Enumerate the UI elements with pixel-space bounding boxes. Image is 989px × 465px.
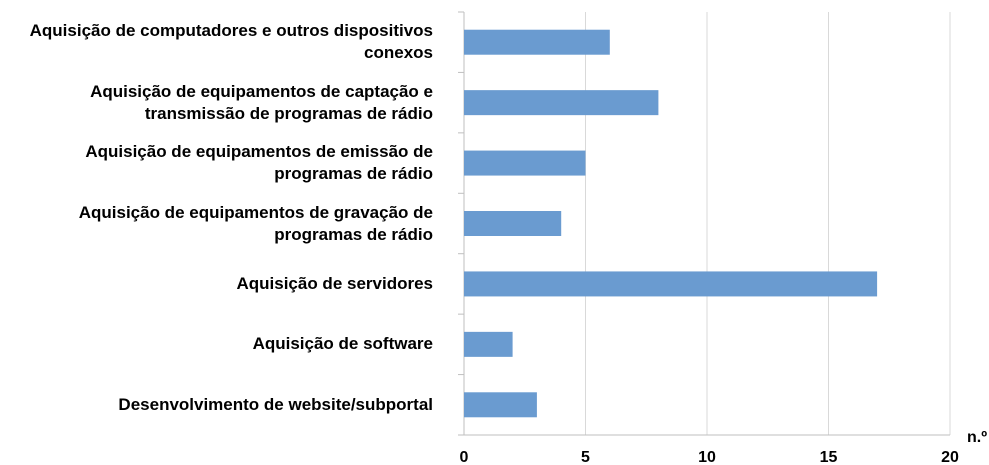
y-tick-label: Aquisição de computadores e outros dispo… <box>29 21 433 63</box>
bar <box>464 150 586 176</box>
x-tick-label: 20 <box>941 449 959 465</box>
x-tick-label: 10 <box>698 449 716 465</box>
bar <box>464 211 562 236</box>
y-tick-label: Aquisição de equipamentos de captação e … <box>90 81 433 123</box>
x-tick-label: 0 <box>460 449 469 465</box>
bar <box>464 271 878 297</box>
bar <box>464 29 610 55</box>
y-tick-label: Aquisição de servidores <box>236 273 433 293</box>
y-tick-label: Desenvolvimento de website/subportal <box>118 394 433 414</box>
y-tick-label: Aquisição de software <box>252 334 433 354</box>
y-tick-label: Aquisição de equipamentos de emissão de … <box>85 142 433 184</box>
x-tick-label: 15 <box>820 449 838 465</box>
y-tick-label: Aquisição de equipamentos de gravação de… <box>78 202 433 244</box>
bar <box>464 331 513 357</box>
bar <box>464 392 537 418</box>
x-axis-label: n.º <box>967 429 987 446</box>
x-tick-label: 5 <box>581 449 590 465</box>
bar <box>464 90 659 116</box>
